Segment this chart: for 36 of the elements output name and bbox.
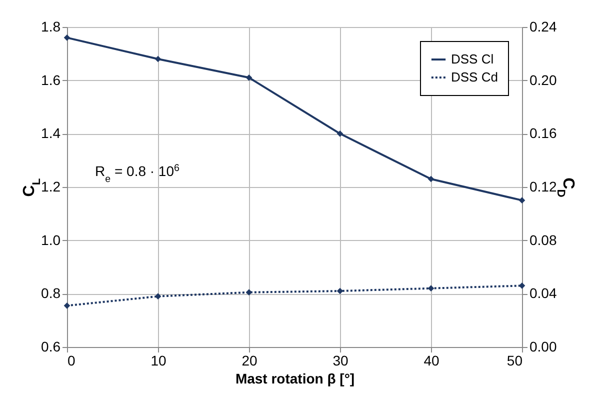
x-tick-label: 0 [68, 352, 76, 368]
point [428, 176, 434, 182]
y-tick-label: 0.8 [41, 285, 61, 302]
y-tick-label: 1.6 [41, 72, 61, 88]
legend-label: DSS Cd [451, 70, 498, 84]
x-axis-title: Mast rotation β [°] [235, 370, 355, 386]
legend-label: DSS Cl [451, 52, 494, 66]
point [154, 56, 162, 62]
y-tick-label: 1.8 [41, 18, 61, 34]
y2-tick-label: 0.00 [530, 338, 557, 354]
y-tick-label: 0.6 [41, 338, 61, 354]
x-tick-label: 30 [332, 352, 348, 368]
point [336, 288, 344, 294]
y2-tick-label: 0.24 [530, 18, 557, 34]
point [64, 34, 70, 41]
point [64, 302, 70, 309]
annotation: R$_{e}$ = 0.8 · 10$^{6}$ [95, 162, 180, 184]
point [246, 289, 252, 296]
y2-tick-label: 0.12 [530, 178, 557, 194]
point [518, 282, 526, 289]
point [428, 285, 434, 292]
point [154, 293, 162, 300]
y2-tick-label: 0.08 [530, 232, 557, 248]
x-tick-label: 40 [424, 352, 440, 368]
y2-tick-label: 0.04 [530, 285, 557, 302]
y-tick-label: 1.4 [41, 125, 61, 142]
x-tick-label: 10 [150, 352, 166, 368]
x-tick-label: 20 [242, 352, 258, 368]
x-tick-label: 50 [506, 352, 523, 368]
point [336, 130, 344, 137]
y-tick-label: 1.2 [41, 178, 61, 194]
y2-tick-label: 0.20 [530, 72, 557, 88]
point [246, 74, 252, 81]
y-tick-label: 1.0 [41, 232, 61, 248]
point [518, 197, 526, 204]
y2-tick-label: 0.16 [530, 125, 557, 142]
